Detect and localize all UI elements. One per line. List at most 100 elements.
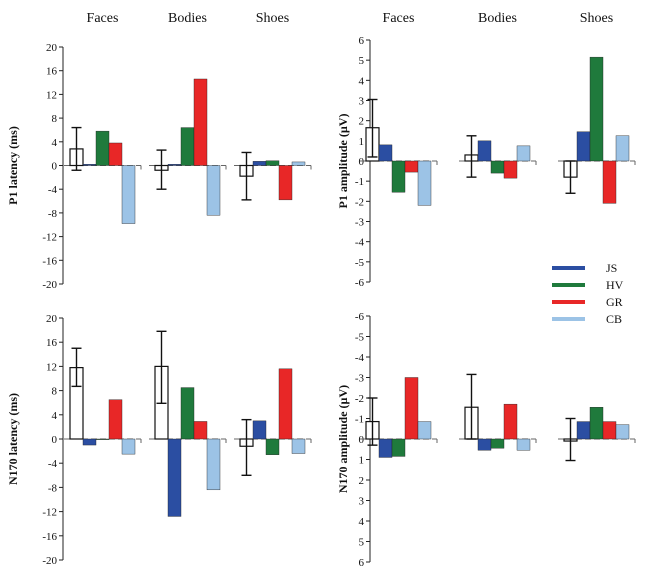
panel-p1-latency: 20 16 12 8 4 0 -4 -8 -12 -16 -20 P1 latency (ms) Fac… [6,11,312,291]
y-tick-label: -1 [355,176,364,188]
bar-js-shoes [252,161,267,166]
legend-label-js: JS [606,261,617,275]
y-tick-label: -12 [42,507,57,519]
y-tick-label: 0 [359,434,365,446]
bar-gr-shoes [278,368,293,440]
y-tick-label: 4 [52,137,58,149]
y-tick-label: 20 [46,313,58,325]
y-tick-label: 2 [359,116,365,128]
bar-hv-shoes [589,407,604,440]
panel-p1-amplitude: 6 5 4 3 2 1 0 -1 -2 -3 -4 -5 -6 P1 amplitude (µV) Face… [336,11,636,289]
legend-label-cb: CB [606,312,622,326]
y-tick-label: 6 [359,35,365,47]
group-label-faces: Faces [383,11,415,26]
bar-cb-shoes [615,424,630,440]
bar-js-faces [82,164,97,166]
y-tick-label: 5 [359,55,365,67]
bar-js-shoes [252,420,267,440]
y-tick-label: 12 [46,89,57,101]
bar-js-shoes [576,421,591,440]
y-tick-label: 8 [52,113,58,125]
bar-gr-shoes [602,160,617,204]
bar-hv-faces [95,130,110,166]
group-label-bodies: Bodies [168,11,207,26]
y-tick-label: -6 [355,311,365,323]
y-tick-label: -2 [355,196,364,208]
y-tick-label: -5 [355,332,365,344]
bar-cb-faces [121,438,136,455]
y-axis-label: N170 amplitude (µV) [336,385,350,493]
y-tick-label: 5 [359,537,365,549]
y-tick-label: -4 [355,352,365,364]
y-tick-label: -3 [355,373,365,385]
y-tick-label: -4 [48,184,58,196]
bar-gr-faces [108,142,123,166]
group-label-faces: Faces [87,11,119,26]
bar-hv-bodies [180,387,195,440]
y-tick-label: 2 [359,475,365,487]
y-tick-label: -8 [48,208,58,220]
y-tick-label: -4 [355,237,365,249]
bar-js-faces [82,438,97,446]
y-tick-label: 1 [359,455,365,467]
bar-js-faces [378,144,393,162]
bar-cb-faces [417,421,432,440]
y-tick-label: 12 [46,361,57,373]
bar-hv-shoes [265,160,280,166]
y-tick-label: 4 [359,75,365,87]
y-tick-label: 0 [359,156,365,168]
bar-js-bodies [167,438,182,517]
y-tick-label: 8 [52,386,58,398]
y-tick-label: -5 [355,257,365,269]
legend-label-gr: GR [606,295,623,309]
bar-gr-bodies [193,78,208,166]
legend: JS HV GR CB [552,261,624,326]
bar-cb-bodies [206,438,221,491]
bar-cb-faces [121,165,136,224]
bar-cb-bodies [206,165,221,216]
legend-label-hv: HV [606,278,624,292]
y-axis-label: P1 latency (ms) [6,126,20,205]
bar-cb-faces [417,160,432,206]
y-tick-label: -12 [42,232,57,244]
panel-n170-amplitude: -6 -5 -4 -3 -2 -1 0 1 2 3 4 5 6 N170 amplitude (µV) [336,311,636,566]
bar-gr-faces [404,160,419,173]
y-tick-label: -4 [48,458,58,470]
bar-cb-shoes [291,438,306,454]
bar-cb-shoes [615,135,630,162]
bar-hv-bodies [490,160,505,174]
y-tick-label: -6 [355,277,365,289]
y-tick-label: -1 [355,414,364,426]
y-tick-label: -2 [355,393,364,405]
y-tick-label: -16 [42,255,57,267]
y-tick-label: 16 [46,337,58,349]
y-tick-label: -20 [42,555,57,566]
y-tick-label: 4 [52,410,58,422]
bar-gr-shoes [602,421,617,440]
bar-gr-shoes [278,165,293,201]
group-label-shoes: Shoes [580,11,613,26]
y-tick-label: -16 [42,531,57,543]
bar-cb-bodies [516,438,531,451]
bar-hv-shoes [589,56,604,162]
bar-cb-bodies [516,145,531,162]
group-label-bodies: Bodies [478,11,517,26]
bar-js-bodies [477,140,492,162]
y-axis-label: P1 amplitude (µV) [336,114,350,209]
y-tick-label: 3 [359,96,365,108]
bar-cb-shoes [291,161,306,166]
y-tick-label: 3 [359,496,365,508]
y-tick-label: 0 [52,161,58,173]
y-tick-label: 0 [52,434,58,446]
bar-js-shoes [576,131,591,162]
bar-hv-bodies [490,438,505,449]
bar-hv-faces [391,438,406,457]
panel-n170-latency: 20 16 12 8 4 0 -4 -8 -12 -16 -20 N170 latency (ms) [6,313,312,566]
bar-js-bodies [477,438,492,451]
y-tick-label: 4 [359,516,365,528]
y-tick-label: 20 [46,42,58,54]
bar-js-faces [378,438,393,458]
bar-gr-faces [108,399,123,440]
bar-gr-bodies [503,160,518,179]
